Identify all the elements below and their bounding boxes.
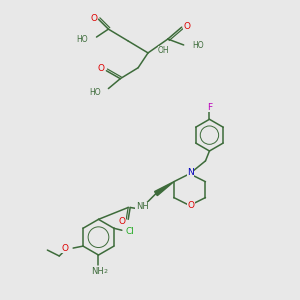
Text: O: O <box>61 244 68 253</box>
Text: Cl: Cl <box>125 227 134 236</box>
Text: NH: NH <box>136 202 148 211</box>
Text: NH: NH <box>91 267 104 276</box>
Text: O: O <box>187 201 194 210</box>
Text: F: F <box>207 103 212 112</box>
Text: HO: HO <box>76 34 88 43</box>
Text: OH: OH <box>158 46 170 56</box>
Text: O: O <box>90 14 97 23</box>
Text: O: O <box>119 217 126 226</box>
Text: O: O <box>98 64 105 73</box>
Polygon shape <box>154 182 174 196</box>
Text: O: O <box>183 22 190 31</box>
Text: HO: HO <box>89 88 100 97</box>
Text: 2: 2 <box>103 269 107 275</box>
Text: HO: HO <box>193 41 204 50</box>
Text: N: N <box>187 168 194 177</box>
